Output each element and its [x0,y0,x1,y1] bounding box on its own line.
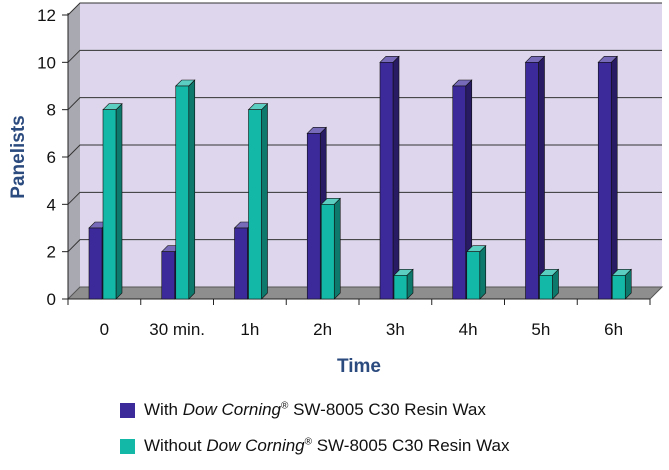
gridline-5 [67,49,662,63]
bar-s0-3 [306,133,321,300]
y-axis-title: Panelists [8,115,29,198]
y-tick-label-0: 0 [47,290,56,309]
bar-s1-1 [175,85,190,300]
plot-floor [66,286,664,300]
legend-item-without: Without Dow Corning® SW-8005 C30 Resin W… [120,434,509,458]
y-tick-label-4: 8 [47,101,56,120]
x-tick-label-7: 6h [604,320,623,339]
x-tick-label-1: 30 min. [149,320,205,339]
bar-s0-5 [452,85,467,300]
bar-side-s0-6 [538,55,545,300]
bar-side-s1-2 [261,102,268,300]
x-axis-title: Time [337,356,381,377]
y-tick-label-3: 6 [47,148,56,167]
bar-s1-3 [320,204,335,300]
bar-s0-0 [88,227,103,300]
x-tick-label-5: 4h [459,320,478,339]
bar-side-s1-5 [479,244,487,300]
plot-back-wall [68,3,662,299]
legend-swatch-with [120,402,135,418]
bar-side-s1-3 [333,197,341,300]
bar-side-s1-0 [115,102,123,300]
x-tick-label-3: 2h [313,320,332,339]
y-tick-label-2: 4 [47,195,56,214]
bar-s1-6 [539,275,553,300]
gridline-6 [67,2,662,16]
legend-label-with: With Dow Corning® SW-8005 C30 Resin Wax [144,400,486,419]
bar-side-s0-7 [610,55,618,300]
legend-item-with: With Dow Corning® SW-8005 C30 Resin Wax [120,398,509,422]
y-tick-label-1: 2 [47,243,56,262]
bar-s1-5 [466,251,481,300]
y-tick-label-5: 10 [37,53,56,72]
bar-s1-2 [248,109,262,300]
x-tick-label-2: 1h [240,320,259,339]
bar-s0-2 [234,227,248,300]
bar-s1-7 [611,275,626,300]
legend: With Dow Corning® SW-8005 C30 Resin Wax … [120,398,509,470]
legend-label-without: Without Dow Corning® SW-8005 C30 Resin W… [144,436,510,455]
x-tick-label-4: 3h [386,320,405,339]
bar-s0-1 [161,251,176,300]
legend-swatch-without [120,438,135,454]
bar-s0-7 [597,62,612,300]
bar-side-s1-1 [188,79,196,300]
bar-s1-4 [393,275,408,300]
y-tick-label-6: 12 [37,6,56,25]
bar-side-s0-4 [392,55,400,300]
x-tick-label-0: 0 [100,320,109,339]
bar-s1-0 [102,109,117,300]
bar-s0-6 [525,62,539,300]
x-tick-label-6: 5h [531,320,550,339]
bar-s0-4 [379,62,394,300]
